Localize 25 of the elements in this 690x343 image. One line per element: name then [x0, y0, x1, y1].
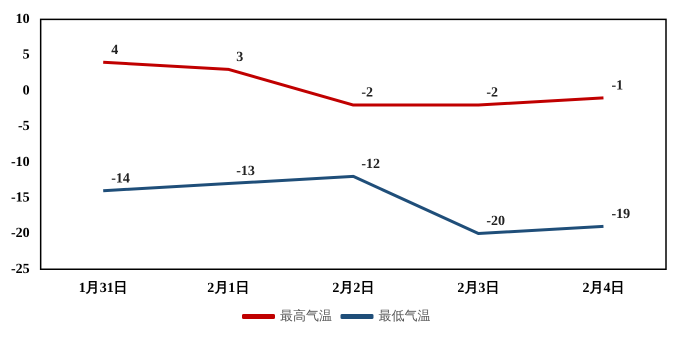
data-label: 3: [236, 50, 244, 65]
data-label: -2: [361, 86, 374, 101]
x-tick-label: 2月1日: [207, 281, 250, 296]
data-label: 4: [111, 42, 118, 58]
data-label: -20: [486, 214, 506, 230]
legend-label: 最高气温: [280, 308, 332, 323]
x-tick-label: 2月4日: [582, 281, 624, 296]
x-tick-label: 1月31日: [78, 281, 128, 296]
legend-label: 最低气温: [378, 308, 430, 323]
y-tick-label: -25: [10, 262, 30, 277]
y-tick-label: -20: [10, 226, 30, 242]
data-label: -19: [611, 206, 630, 222]
y-tick-label: 0: [22, 83, 30, 98]
data-label: -2: [486, 86, 498, 101]
data-label: -1: [611, 78, 624, 94]
y-tick-label: -15: [10, 190, 30, 206]
x-tick-label: 2月3日: [457, 281, 500, 296]
x-tick-label: 2月2日: [332, 281, 374, 296]
data-label: -14: [111, 171, 130, 186]
data-label: -12: [361, 157, 380, 172]
y-tick-label: -5: [18, 119, 30, 134]
y-tick-label: 10: [16, 12, 30, 28]
y-tick-label: 5: [22, 48, 30, 63]
data-label: -13: [236, 164, 255, 180]
y-tick-label: -10: [10, 154, 30, 170]
